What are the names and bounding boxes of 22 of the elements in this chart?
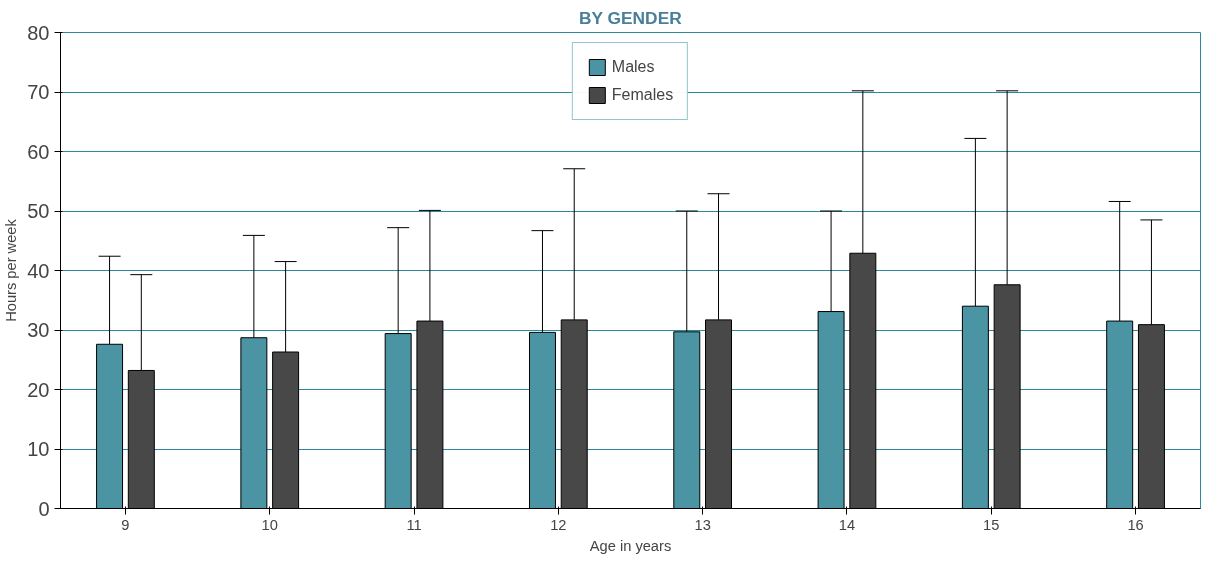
chart-title: BY GENDER — [578, 7, 683, 28]
y-tick-label: 30 — [27, 319, 50, 341]
y-axis-title: Hours per week — [3, 218, 20, 322]
y-tick-label: 40 — [27, 259, 50, 282]
x-tick-label: 13 — [694, 516, 711, 533]
y-tick-label: 70 — [27, 81, 50, 103]
x-axis-title: Age in years — [589, 537, 672, 554]
y-tick-label: 80 — [27, 21, 50, 44]
x-tick-label: 12 — [550, 516, 567, 533]
x-tick-label: 16 — [1127, 516, 1144, 533]
x-tick-label: 9 — [121, 516, 130, 533]
x-tick-label: 15 — [983, 516, 1000, 533]
legend-label: Females — [611, 86, 674, 104]
y-tick-label: 20 — [27, 378, 50, 401]
y-tick-label: 60 — [27, 140, 50, 163]
x-tick-label: 10 — [261, 516, 278, 533]
x-tick-label: 14 — [838, 516, 856, 533]
legend-label: Males — [611, 58, 655, 76]
y-tick-label: 10 — [27, 438, 50, 460]
y-tick-label: 0 — [38, 497, 50, 520]
x-tick-label: 11 — [406, 516, 422, 533]
y-tick-label: 50 — [27, 200, 50, 222]
